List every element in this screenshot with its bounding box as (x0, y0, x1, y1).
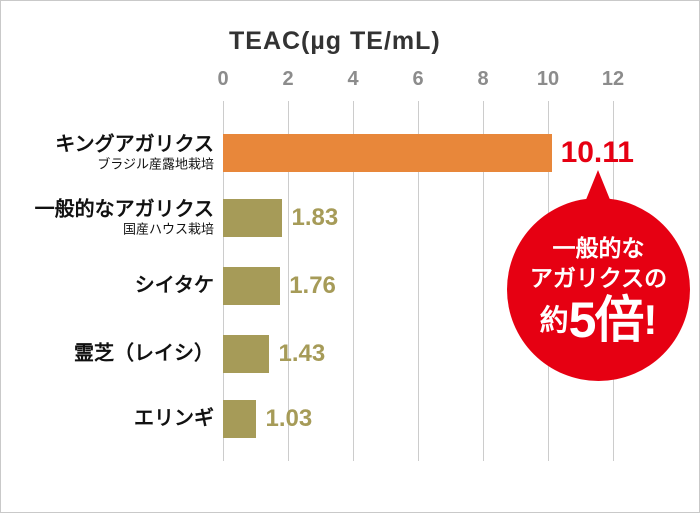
value-label: 1.83 (291, 204, 339, 231)
callout-exclaim: ! (643, 295, 658, 343)
category-label: エリンギ (134, 407, 214, 430)
bar-row: 一般的なアガリクス 国産ハウス栽培 1.83 (1, 198, 699, 237)
category-sublabel: 国産ハウス栽培 (122, 221, 214, 237)
x-tick-label: 0 (217, 68, 229, 90)
bar-row: 霊芝（レイシ） 1.43 (1, 335, 699, 373)
bar-row: キングアガリクス ブラジル産露地栽培 10.11 (1, 133, 699, 172)
category-label-block: キングアガリクス ブラジル産露地栽培 (55, 133, 214, 172)
x-tick-label: 6 (412, 68, 424, 90)
category-label: 一般的なアガリクス (34, 198, 214, 221)
x-tick-label: 12 (601, 68, 625, 90)
bar-row: エリンギ 1.03 (1, 400, 699, 438)
category-label: キングアガリクス (55, 133, 214, 156)
callout-line1: 一般的な (552, 235, 645, 262)
gridline (353, 101, 354, 461)
value-label: 10.11 (560, 136, 634, 169)
category-sublabel: ブラジル産露地栽培 (97, 156, 214, 172)
bar (223, 267, 281, 305)
callout-line2: アガリクスの (529, 265, 668, 291)
callout-approx: 約 (539, 304, 569, 337)
chart-title: TEAC(µg TE/mL) (229, 27, 441, 55)
category-label: 霊芝（レイシ） (74, 342, 214, 365)
bar (223, 199, 283, 237)
gridline (288, 101, 289, 461)
value-label: 1.03 (265, 405, 313, 432)
bar (223, 400, 257, 438)
category-label: シイタケ (134, 274, 214, 297)
bar-row: シイタケ 1.76 (1, 267, 699, 305)
category-label-block: 一般的なアガリクス 国産ハウス栽培 (35, 198, 214, 237)
category-label-block: 霊芝（レイシ） (74, 343, 214, 366)
bar (223, 335, 270, 373)
x-tick-label: 4 (347, 68, 359, 90)
x-tick-label: 2 (282, 68, 294, 90)
gridline (483, 101, 484, 461)
x-tick-label: 8 (477, 68, 489, 90)
value-label: 1.43 (278, 340, 326, 367)
category-label-block: シイタケ (135, 275, 214, 298)
category-label-block: エリンギ (134, 408, 214, 431)
value-label: 1.76 (289, 272, 336, 299)
bar (223, 134, 552, 172)
gridline (418, 101, 419, 461)
x-tick-label: 10 (536, 68, 560, 90)
callout-badge: 一般的な アガリクスの 約5倍! (507, 198, 690, 381)
callout-line3: 約5倍! (540, 295, 658, 345)
callout-multiplier: 5倍 (568, 291, 645, 348)
